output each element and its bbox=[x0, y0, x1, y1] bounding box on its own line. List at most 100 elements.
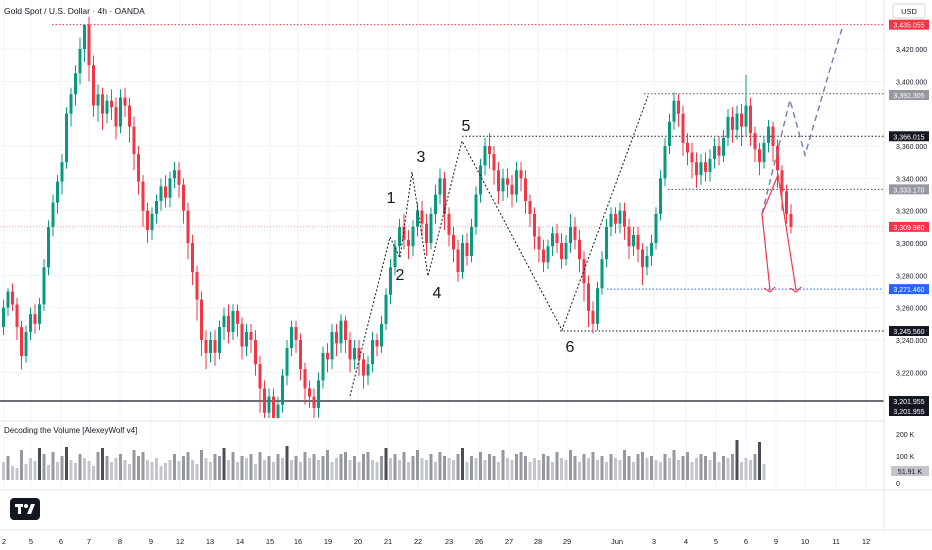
candle-body bbox=[726, 116, 730, 138]
time-tick-label: 10 bbox=[801, 537, 809, 546]
volume-bar bbox=[429, 454, 433, 480]
volume-bar bbox=[425, 460, 428, 480]
volume-bar bbox=[231, 452, 235, 480]
candle-body bbox=[713, 146, 716, 159]
volume-bar bbox=[744, 458, 748, 480]
volume-bar bbox=[506, 458, 509, 480]
candle-body bbox=[501, 178, 505, 192]
candle-body bbox=[695, 162, 698, 176]
volume-bar bbox=[119, 454, 122, 480]
volume-bar bbox=[155, 458, 158, 480]
candle-body bbox=[362, 359, 365, 376]
time-tick-label: 28 bbox=[534, 537, 542, 546]
volume-bar bbox=[555, 452, 559, 480]
candle-body bbox=[357, 348, 361, 360]
candle-body bbox=[60, 162, 64, 182]
candle-body bbox=[29, 314, 32, 332]
candle-body bbox=[519, 170, 523, 179]
candle-body bbox=[740, 113, 743, 127]
volume-bar bbox=[218, 456, 221, 480]
volume-bar bbox=[371, 460, 374, 480]
candle-body bbox=[686, 142, 689, 153]
candle-body bbox=[375, 340, 379, 347]
volume-bar bbox=[150, 462, 154, 480]
time-tick-label: 26 bbox=[475, 537, 483, 546]
volume-bar bbox=[434, 462, 437, 480]
candle-body bbox=[510, 184, 514, 195]
volume-bar bbox=[731, 454, 734, 480]
volume-bar bbox=[402, 452, 406, 480]
volume-bar bbox=[92, 466, 95, 480]
volume-bar bbox=[114, 458, 118, 480]
candle-body bbox=[407, 239, 410, 247]
volume-bar bbox=[416, 450, 419, 480]
volume-bar bbox=[713, 452, 716, 480]
wave-label: 2 bbox=[396, 267, 405, 284]
volume-bar bbox=[659, 462, 662, 480]
wave-overlays: 1 2 3 4 5 6 bbox=[349, 24, 844, 397]
wave-label: 4 bbox=[433, 285, 442, 302]
volume-bar bbox=[60, 456, 64, 480]
volume-bar bbox=[110, 462, 113, 480]
volume-bar bbox=[177, 461, 181, 480]
volume-bar bbox=[393, 454, 397, 480]
volume-bar bbox=[681, 456, 685, 480]
candle-body bbox=[569, 226, 572, 243]
candle-body bbox=[384, 294, 388, 324]
candle-body bbox=[326, 352, 329, 360]
candle-body bbox=[51, 202, 55, 227]
volume-bar bbox=[605, 462, 608, 480]
volume-bar bbox=[272, 462, 275, 480]
candle-body bbox=[33, 314, 37, 324]
candle-body bbox=[690, 152, 694, 163]
volume-bar bbox=[213, 454, 217, 480]
volume-bar bbox=[533, 458, 536, 480]
candle-body bbox=[591, 310, 595, 324]
candle-body bbox=[708, 158, 712, 172]
candle-body bbox=[717, 146, 721, 156]
price-axis[interactable]: 3,420.000 3,400.000 3,360.000 3,340.000 3,32… bbox=[896, 47, 927, 377]
volume-bar bbox=[708, 460, 712, 480]
candle-body bbox=[749, 105, 752, 134]
volume-bar bbox=[101, 448, 104, 480]
volume-bar bbox=[15, 468, 19, 480]
time-axis[interactable]: 2 5 6 7 8 9 12 13 14 15 16 19 20 21 22 23 26 27 28 29 Jun 3 4 5… bbox=[2, 537, 870, 546]
volume-bar bbox=[281, 458, 284, 480]
volume-bar bbox=[492, 456, 496, 480]
candle-body bbox=[366, 364, 370, 376]
volume-bar bbox=[632, 462, 635, 480]
currency-label: USD bbox=[901, 7, 917, 16]
volume-bar bbox=[335, 458, 338, 480]
volume-bar bbox=[146, 460, 149, 480]
volume-bar bbox=[636, 454, 640, 480]
volume-current-badge bbox=[891, 466, 929, 476]
candle-body bbox=[438, 178, 442, 195]
price-tick-label: 3,400.000 bbox=[896, 79, 927, 86]
time-tick-label: 23 bbox=[445, 537, 453, 546]
candle-body bbox=[776, 146, 779, 171]
volume-bar bbox=[204, 458, 208, 480]
volume-bar bbox=[488, 454, 491, 480]
time-tick-label: 6 bbox=[59, 537, 63, 546]
candle-body bbox=[11, 291, 14, 305]
candle-body bbox=[20, 327, 23, 357]
volume-bar bbox=[312, 454, 316, 480]
volume-bar bbox=[501, 450, 505, 480]
candle-body bbox=[344, 320, 347, 340]
volume-bar bbox=[722, 456, 725, 480]
time-tick-label: 5 bbox=[29, 537, 33, 546]
price-label-text: 3,201.955 bbox=[893, 399, 924, 406]
candle-body bbox=[677, 100, 680, 114]
candle-body bbox=[402, 226, 406, 240]
candle-body bbox=[137, 154, 140, 182]
currency-box[interactable] bbox=[892, 3, 926, 19]
candle-body bbox=[290, 327, 293, 349]
volume-bar bbox=[465, 462, 469, 480]
candle-body bbox=[150, 213, 154, 231]
volume-bar bbox=[542, 454, 545, 480]
candle-body bbox=[218, 327, 221, 353]
projection-arrow-red-2 bbox=[761, 172, 797, 291]
candle-body bbox=[663, 146, 667, 179]
candle-body bbox=[2, 307, 5, 328]
